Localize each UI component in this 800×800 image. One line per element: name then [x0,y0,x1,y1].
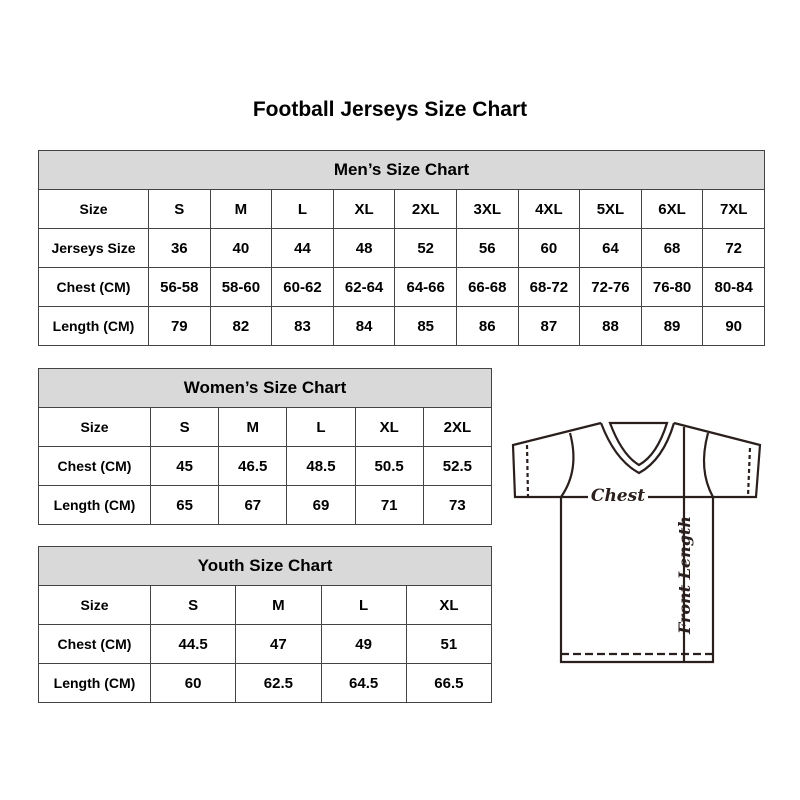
womens-size-table: Women’s Size Chart Size S M L XL 2XL Chest (CM)… [37,368,493,525]
jersey-diagram: Chest Front Length [511,421,762,664]
table-cell: 71 [354,485,424,525]
table-cell: 66.5 [405,663,493,703]
table-cell: 45 [149,446,220,486]
table-cell: 49 [320,624,407,664]
table-cell: 40 [209,228,273,268]
table-cell: 2XL [394,189,457,229]
table-cell: 60 [149,663,237,703]
table-cell: 46.5 [218,446,288,486]
table-cell: 86 [455,306,519,346]
page-title: Football Jerseys Size Chart [252,98,528,121]
table-cell: 60 [517,228,581,268]
table-cell: XL [405,585,493,625]
row-label: Size [38,189,149,229]
table-cell: 67 [218,485,288,525]
table-cell: 62.5 [235,663,322,703]
row-label: Chest (CM) [38,446,151,486]
table-cell: 7XL [702,189,766,229]
table-cell: 72 [702,228,766,268]
table-cell: 60-62 [271,267,334,307]
table-cell: 68-72 [517,267,581,307]
table-cell: 80-84 [702,267,766,307]
table-cell: M [218,407,288,447]
row-label: Chest (CM) [38,624,151,664]
table-cell: 50.5 [354,446,424,486]
table-cell: 56 [455,228,519,268]
table-cell: 64.5 [320,663,407,703]
table-cell: 82 [209,306,273,346]
jersey-outline-icon [511,421,762,664]
row-label: Size [38,585,151,625]
table-cell: S [149,585,237,625]
table-row: Length (CM) 65 67 69 71 73 [38,485,493,525]
table-cell: 89 [640,306,704,346]
table-cell: 69 [286,485,356,525]
table-cell: 79 [148,306,211,346]
front-length-label: Front Length [675,516,694,635]
row-label: Size [38,407,151,447]
table-row: Length (CM) 60 62.5 64.5 66.5 [38,663,493,703]
table-cell: 64-66 [394,267,457,307]
table-cell: XL [332,189,396,229]
table-cell: L [271,189,334,229]
table-cell: 62-64 [332,267,396,307]
table-cell: 73 [422,485,493,525]
table-cell: 3XL [455,189,519,229]
table-cell: L [286,407,356,447]
table-cell: M [235,585,322,625]
table-cell: 88 [579,306,642,346]
table-cell: 56-58 [148,267,211,307]
table-cell: 68 [640,228,704,268]
table-cell: 4XL [517,189,581,229]
table-cell: 36 [148,228,211,268]
table-cell: 83 [271,306,334,346]
table-cell: 84 [332,306,396,346]
women-table-heading: Women’s Size Chart [37,368,493,408]
table-row: Chest (CM) 44.5 47 49 51 [38,624,493,664]
table-cell: 76-80 [640,267,704,307]
table-cell: 65 [149,485,220,525]
table-row: Size S M L XL 2XL [38,407,493,447]
table-cell: XL [354,407,424,447]
row-label: Length (CM) [38,485,151,525]
table-row: Jerseys Size 36 40 44 48 52 56 60 64 68 72 [38,228,766,268]
table-cell: 44 [271,228,334,268]
table-cell: 87 [517,306,581,346]
row-label: Length (CM) [38,663,151,703]
table-cell: 48.5 [286,446,356,486]
table-row: Size S M L XL 2XL 3XL 4XL 5XL 6XL 7XL [38,189,766,229]
table-cell: 6XL [640,189,704,229]
table-cell: 52.5 [422,446,493,486]
table-cell: 2XL [422,407,493,447]
youth-size-table: Youth Size Chart Size S M L XL Chest (CM) 44.5 4… [37,546,493,703]
table-cell: 44.5 [149,624,237,664]
table-row: Chest (CM) 56-58 58-60 60-62 62-64 64-66 66-68… [38,267,766,307]
men-table-heading: Men’s Size Chart [37,150,766,190]
row-label: Jerseys Size [38,228,149,268]
table-cell: L [320,585,407,625]
table-cell: 66-68 [455,267,519,307]
table-cell: 58-60 [209,267,273,307]
table-cell: S [148,189,211,229]
chest-label: Chest [591,486,645,506]
table-cell: 85 [394,306,457,346]
table-cell: 90 [702,306,766,346]
table-cell: 52 [394,228,457,268]
mens-size-table: Men’s Size Chart Size S M L XL 2XL 3XL 4XL 5XL 6XL… [37,150,766,346]
table-cell: 72-76 [579,267,642,307]
table-cell: 5XL [579,189,642,229]
table-cell: M [209,189,273,229]
table-row: Chest (CM) 45 46.5 48.5 50.5 52.5 [38,446,493,486]
table-cell: 48 [332,228,396,268]
row-label: Length (CM) [38,306,149,346]
table-cell: 47 [235,624,322,664]
table-cell: 51 [405,624,493,664]
table-cell: 64 [579,228,642,268]
row-label: Chest (CM) [38,267,149,307]
table-cell: S [149,407,220,447]
table-row: Length (CM) 79 82 83 84 85 86 87 88 89 90 [38,306,766,346]
youth-table-heading: Youth Size Chart [37,546,493,586]
table-row: Size S M L XL [38,585,493,625]
